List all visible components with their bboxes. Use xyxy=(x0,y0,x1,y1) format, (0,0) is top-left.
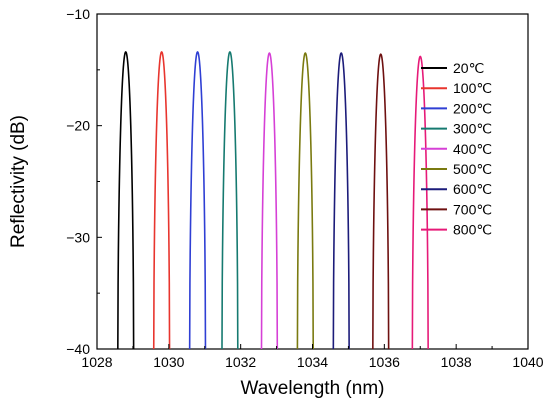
x-tick-label: 1032 xyxy=(225,354,256,370)
x-tick-label: 1034 xyxy=(297,354,328,370)
x-tick-label: 1038 xyxy=(441,354,472,370)
series-line xyxy=(411,55,429,350)
x-tick-label: 1036 xyxy=(369,354,400,370)
legend: 20℃ 100℃ 200℃ 300℃ 400℃ 500℃ 600℃ 700℃ 800℃ xyxy=(421,60,492,238)
series-line xyxy=(296,52,315,350)
y-axis-title: Reflectivity (dB) xyxy=(8,115,29,248)
legend-label: 800℃ xyxy=(453,222,492,238)
y-tick-label: −30 xyxy=(66,229,90,245)
series-line xyxy=(221,51,239,350)
series-line xyxy=(117,51,135,350)
legend-label: 500℃ xyxy=(453,161,492,177)
legend-label: 200℃ xyxy=(453,100,492,116)
y-tick-label: −40 xyxy=(66,341,90,357)
y-tick-label: −10 xyxy=(66,6,90,22)
legend-label: 600℃ xyxy=(453,181,492,197)
x-axis-title: Wavelength (nm) xyxy=(241,378,385,399)
x-tick-label: 1040 xyxy=(512,354,543,370)
legend-label: 400℃ xyxy=(453,141,492,157)
legend-label: 700℃ xyxy=(453,201,492,217)
x-tick-label: 1028 xyxy=(81,354,112,370)
series-line xyxy=(260,52,279,350)
legend-label: 100℃ xyxy=(453,80,492,96)
series-line xyxy=(188,51,207,350)
x-tick-label: 1030 xyxy=(153,354,184,370)
series-line xyxy=(152,50,171,350)
series-curves xyxy=(117,50,429,350)
axes: 1028 1030 1032 1034 1036 1038 1040 −40 −30 −20 −10 xyxy=(66,6,544,370)
series-line xyxy=(372,53,390,350)
y-tick-label: −20 xyxy=(66,118,90,134)
series-line xyxy=(332,52,350,350)
legend-label: 20℃ xyxy=(453,60,484,76)
legend-label: 300℃ xyxy=(453,121,492,137)
